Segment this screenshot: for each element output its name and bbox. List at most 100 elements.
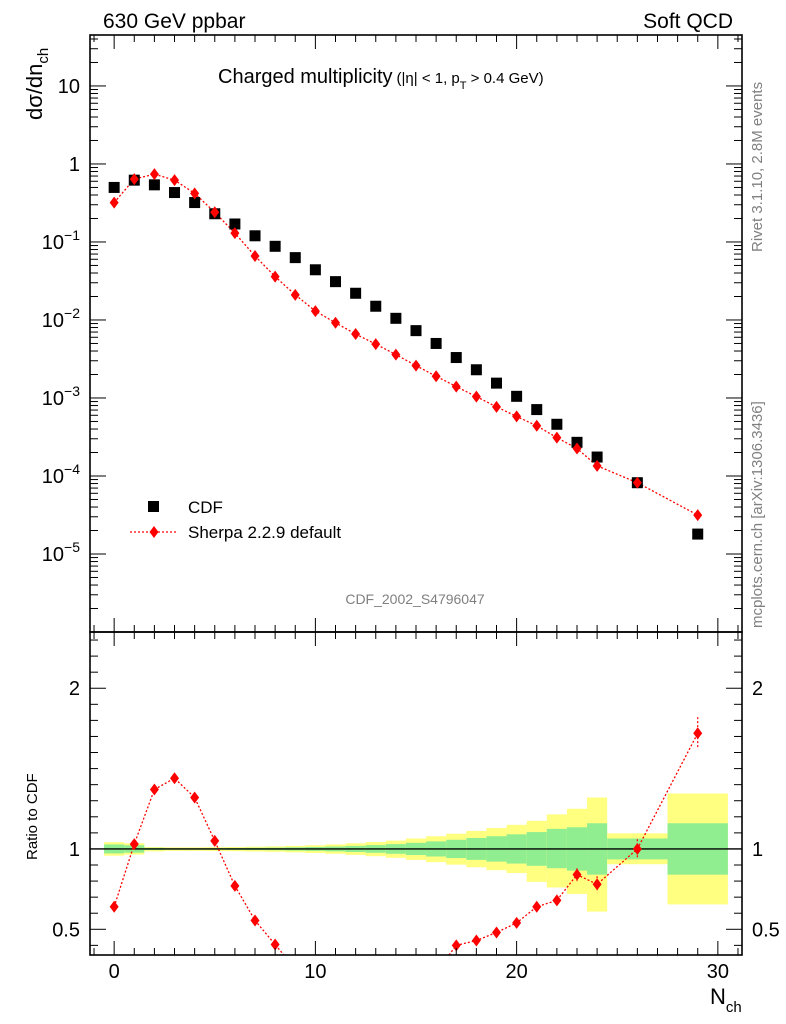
- sherpa-point: [270, 270, 280, 283]
- sherpa-point: [592, 459, 602, 472]
- main-y-tick-label-base: 10: [42, 232, 64, 254]
- cdf-point: [692, 528, 704, 540]
- ratio-sherpa-point: [270, 938, 280, 951]
- ratio-y-tick-label-right: 1: [752, 839, 763, 861]
- main-title-cut-end: > 0.4 GeV): [467, 70, 544, 87]
- cdf-point: [511, 390, 523, 402]
- sherpa-point: [310, 305, 320, 318]
- legend-sherpa-marker: [149, 526, 159, 538]
- main-y-tick-label: 10−4: [42, 461, 80, 488]
- sherpa-point: [572, 442, 582, 455]
- cdf-point: [390, 312, 402, 324]
- sherpa-point: [391, 348, 401, 361]
- sherpa-point: [411, 359, 421, 372]
- ratio-sherpa-point: [632, 842, 642, 855]
- ratio-panel-series: [109, 717, 703, 955]
- ratio-sherpa-point: [129, 838, 139, 851]
- sherpa-point: [149, 168, 159, 181]
- ratio-sherpa-point: [149, 783, 159, 796]
- sherpa-point: [331, 316, 341, 329]
- cdf-point: [249, 230, 261, 242]
- main-title-cut-index: T: [460, 80, 467, 92]
- cdf-point: [189, 197, 201, 209]
- main-title-cut-text: (|η| < 1, p: [397, 70, 460, 87]
- mcplots-label: mcplots.cern.ch [arXiv:1306.3436]: [749, 401, 766, 628]
- ratio-y-tick-label: 0.5: [52, 919, 80, 941]
- sherpa-point: [190, 187, 200, 200]
- x-axis-label-main: N: [710, 984, 726, 1009]
- cdf-point: [551, 418, 563, 430]
- cdf-point: [591, 451, 603, 463]
- legend-sherpa-label: Sherpa 2.2.9 default: [188, 523, 341, 542]
- cdf-point: [410, 325, 422, 337]
- sherpa-point: [250, 250, 260, 263]
- cdf-point: [470, 364, 482, 376]
- x-axis-label: Nch: [710, 984, 742, 1016]
- main-title: Charged multiplicity (|η| < 1, pT > 0.4 G…: [218, 66, 544, 92]
- sherpa-point: [129, 173, 139, 186]
- cdf-point: [108, 181, 120, 193]
- sherpa-point: [512, 410, 522, 423]
- main-y-tick-label-base: 10: [42, 466, 64, 488]
- main-y-tick-label-base: 10: [42, 388, 64, 410]
- header-right-label: Soft QCD: [643, 10, 733, 33]
- main-panel-series: [108, 168, 704, 540]
- main-y-tick-label-base: 10: [42, 544, 64, 566]
- legend: CDF Sherpa 2.2.9 default: [130, 498, 341, 542]
- main-y-tick-label-exponent: −5: [64, 539, 80, 555]
- x-tick-label: 0: [109, 961, 120, 983]
- legend-cdf-marker: [148, 501, 159, 512]
- sherpa-point: [230, 227, 240, 240]
- cdf-point: [289, 252, 301, 264]
- ratio-sherpa-point: [491, 926, 501, 939]
- cdf-point: [309, 264, 321, 276]
- main-y-axis-label-sub: ch: [35, 48, 52, 64]
- cdf-point: [430, 337, 442, 349]
- main-y-axis-label: dσ/dnch: [22, 48, 52, 120]
- sherpa-point: [210, 206, 220, 219]
- sherpa-point: [431, 370, 441, 383]
- ratio-y-axis-label: Ratio to CDF: [24, 773, 41, 860]
- main-y-tick-label: 1: [69, 154, 80, 176]
- cdf-point: [148, 179, 160, 191]
- sherpa-point: [632, 476, 642, 489]
- main-y-tick-label-exponent: −4: [64, 461, 80, 477]
- ratio-sherpa-point: [592, 878, 602, 891]
- sherpa-point: [351, 328, 361, 341]
- main-y-tick-label: 10−2: [42, 305, 80, 332]
- main-y-tick-label: 10−1: [42, 227, 80, 254]
- cdf-point: [571, 436, 583, 448]
- ratio-panel-axes: 0 10 20 30 0.5 0.5 1 1 2 2: [52, 632, 780, 983]
- sherpa-point: [693, 509, 703, 522]
- cdf-point: [450, 352, 462, 364]
- main-y-tick-label-exponent: −2: [64, 305, 80, 321]
- ratio-y-tick-label-right: 0.5: [752, 919, 780, 941]
- ratio-sherpa-point: [210, 834, 220, 847]
- ratio-sherpa-point: [109, 900, 119, 913]
- main-title-text: Charged multiplicity: [218, 66, 393, 88]
- analysis-tag: CDF_2002_S4796047: [345, 591, 485, 607]
- sherpa-point: [491, 400, 501, 413]
- cdf-point: [350, 287, 362, 299]
- ratio-sherpa-point: [230, 879, 240, 892]
- cdf-point: [169, 187, 181, 199]
- ratio-sherpa-point: [572, 868, 582, 881]
- main-y-tick-label-exponent: −3: [64, 383, 80, 399]
- ratio-sherpa-point: [250, 914, 260, 927]
- main-y-tick-label-exponent: −1: [64, 227, 80, 243]
- x-tick-label: 30: [707, 961, 729, 983]
- legend-cdf-label: CDF: [188, 498, 223, 517]
- ratio-sherpa-point: [471, 934, 481, 947]
- main-y-axis-label-main: dσ/dn: [22, 64, 47, 120]
- sherpa-line: [113, 173, 699, 516]
- rivet-version-label: Rivet 3.1.10, 2.8M events: [749, 82, 766, 252]
- ratio-sherpa-point: [451, 939, 461, 952]
- ratio-y-tick-label: 2: [69, 678, 80, 700]
- main-y-tick-label: 10−5: [42, 539, 80, 566]
- cdf-point: [229, 218, 241, 230]
- main-y-tick-label: 10: [58, 76, 80, 98]
- ratio-sherpa-point: [693, 727, 703, 740]
- x-axis-label-sub: ch: [726, 999, 742, 1016]
- main-y-tick-label-base: 10: [42, 310, 64, 332]
- cdf-point: [269, 240, 281, 252]
